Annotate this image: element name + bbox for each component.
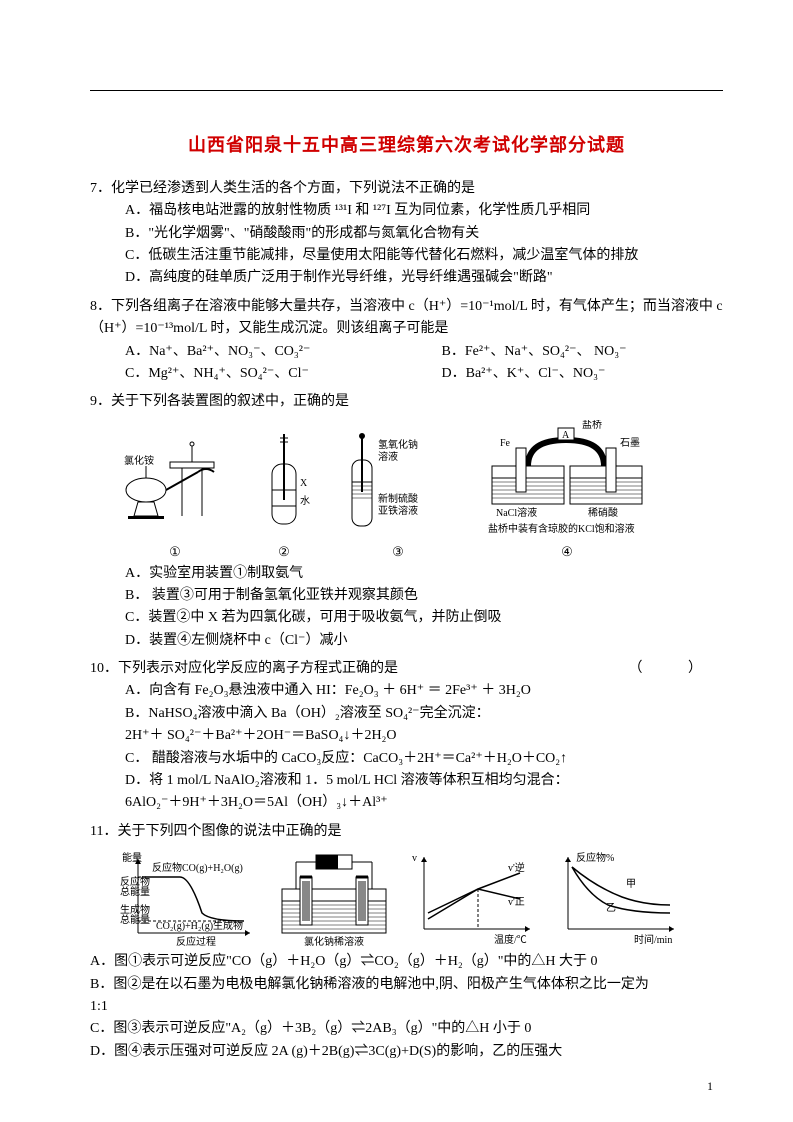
q11-f1-mid2: 总能量	[120, 885, 150, 898]
q7-opt-c: C．低碳生活注重节能减排，尽量使用太阳能等代替化石燃料，减少温室气体的排放	[90, 245, 723, 267]
q11-f4-x: 时间/min	[634, 933, 672, 946]
q9-fig4-caption: 盐桥中装有含琼胶的KCl饱和溶液	[488, 522, 635, 535]
q11-fig-4: 反应物% 甲 乙 时间/min ④	[552, 849, 682, 949]
q9-fig3-top2: 溶液	[378, 450, 398, 463]
q8-opt-b: B．Fe²⁺、Na⁺、SO₄²⁻、 NO₃⁻	[407, 341, 724, 363]
q9-opt-c: C．装置②中 X 若为四氯化碳，可用于吸收氨气，并防止倒吸	[90, 607, 723, 629]
q9-fig4-left: NaCl溶液	[496, 506, 537, 519]
q9-fig-labels: ① ② ③ ④	[120, 542, 723, 563]
q9-fig2-water: 水	[300, 495, 310, 507]
top-rule	[90, 90, 723, 91]
q10-opt-d-eq: 6AlO₂⁻＋9H⁺＋3H₂O＝5Al（OH）₃↓＋Al³⁺	[90, 792, 723, 814]
q8-opt-c: C．Mg²⁺、NH₄⁺、SO₄²⁻、Cl⁻	[90, 363, 407, 385]
q7-opt-d: D．高纯度的硅单质广泛用于制作光导纤维，光导纤维遇强碱会"断路"	[90, 267, 723, 289]
q11-fig-2: 氯化钠稀溶液 ②	[274, 849, 394, 949]
question-11: 11．关于下列四个图像的说法中正确的是 能量 反应物CO(g)+H₂O(g) 反…	[90, 821, 723, 1063]
q10-opt-b-eq: 2H⁺＋ SO₄²⁻＋Ba²⁺＋2OH⁻＝BaSO₄↓＋2H₂O	[90, 725, 723, 747]
q9-fig-3: 氢氧化钠 溶液 新制硫酸 亚铁溶液	[338, 430, 458, 540]
q11-f2-cap: 氯化钠稀溶液	[304, 935, 364, 948]
page-number: 1	[707, 1077, 713, 1096]
q7-stem: 7．化学已经渗透到人类生活的各个方面，下列说法不正确的是	[90, 178, 723, 200]
q9-opt-a: A．实验室用装置①制取氨气	[90, 563, 723, 585]
q9-label-4: ④	[472, 542, 662, 563]
q9-fig-4: A 盐桥 Fe 石墨 NaCl溶液 稀硝酸 盐桥中装有含琼胶的KCl饱和溶液	[472, 420, 662, 540]
q11-f1-bot2: 总能量	[120, 913, 150, 926]
q11-f1-y: 能量	[122, 851, 142, 864]
question-8: 8．下列各组离子在溶液中能够大量共存，当溶液中 c（H⁺）=10⁻¹mol/L …	[90, 296, 723, 386]
q10-stem: 10．下列表示对应化学反应的离子方程式正确的是 （ ）	[90, 658, 723, 680]
q10-stem-text: 10．下列表示对应化学反应的离子方程式正确的是	[90, 661, 398, 676]
q9-fig4-a: A	[562, 430, 570, 441]
q9-fig4-c: 石墨	[620, 437, 640, 449]
q7-opt-a: A．福岛核电站泄露的放射性物质 ¹³¹I 和 ¹²⁷I 互为同位素，化学性质几乎…	[90, 200, 723, 222]
q9-fig2-x: X	[300, 478, 308, 489]
q8-opt-a: A．Na⁺、Ba²⁺、NO₃⁻、CO₃²⁻	[90, 341, 407, 363]
q9-stem: 9．关于下列各装置图的叙述中，正确的是	[90, 391, 723, 413]
q11-f3-a: v'逆	[508, 861, 525, 874]
q11-opt-c: C．图③表示可逆反应"A₂（g）＋3B₂（g）⇌2AB₃（g）"中的△H 小于 …	[90, 1018, 723, 1040]
q10-opt-d: D．将 1 mol/L NaAlO₂溶液和 1．5 mol/L HCl 溶液等体…	[90, 770, 723, 792]
q11-figures: 能量 反应物CO(g)+H₂O(g) 反应物 总能量 生成物 总能量 CO₂(g…	[120, 849, 723, 949]
q8-stem: 8．下列各组离子在溶液中能够大量共存，当溶液中 c（H⁺）=10⁻¹mol/L …	[90, 296, 723, 341]
q11-f1-x: 反应过程	[176, 935, 216, 948]
q11-fig-1: 能量 反应物CO(g)+H₂O(g) 反应物 总能量 生成物 总能量 CO₂(g…	[120, 849, 260, 949]
page-title: 山西省阳泉十五中高三理综第六次考试化学部分试题	[90, 131, 723, 160]
q10-opt-a: A．向含有 Fe₂O₃悬浊液中通入 HI：Fe₂O₃ ＋ 6H⁺ ＝ 2Fe³⁺…	[90, 680, 723, 702]
q9-fig3-top: 氢氧化钠	[378, 438, 418, 451]
q9-label-1: ①	[120, 542, 230, 563]
q11-f4-a: 甲	[626, 879, 636, 890]
q10-blank: （ ）	[629, 658, 724, 680]
q11-opt-b2: 1:1	[90, 996, 723, 1018]
question-9: 9．关于下列各装置图的叙述中，正确的是 氯化铵 X 水	[90, 391, 723, 652]
q9-opt-b: B． 装置③可用于制备氢氧化亚铁并观察其颜色	[90, 585, 723, 607]
q9-label-2: ②	[244, 542, 324, 563]
q11-f4-b: 乙	[606, 902, 616, 914]
question-7: 7．化学已经渗透到人类生活的各个方面，下列说法不正确的是 A．福岛核电站泄露的放…	[90, 178, 723, 290]
q11-fig-3: v v'逆 v'正 温度/℃ ③	[408, 849, 538, 949]
q9-fig3-bot: 新制硫酸	[378, 492, 418, 505]
q11-f3-x: 温度/℃	[494, 933, 527, 946]
q9-fig4-right: 稀硝酸	[588, 506, 618, 519]
q7-opt-b: B．"光化学烟雾"、"硝酸酸雨"的形成都与氮氧化合物有关	[90, 223, 723, 245]
q9-opt-d: D．装置④左侧烧杯中 c（Cl⁻）减小	[90, 630, 723, 652]
q9-fig3-bot2: 亚铁溶液	[378, 504, 418, 517]
q8-opt-d: D．Ba²⁺、K⁺、Cl⁻、NO₃⁻	[407, 363, 724, 385]
question-10: 10．下列表示对应化学反应的离子方程式正确的是 （ ） A．向含有 Fe₂O₃悬…	[90, 658, 723, 815]
q9-fig4-fe: Fe	[500, 438, 511, 449]
q11-opt-a: A．图①表示可逆反应"CO（g）＋H₂O（g）⇌CO₂（g）＋H₂（g）"中的△…	[90, 951, 723, 973]
q10-opt-c: C． 醋酸溶液与水垢中的 CaCO₃反应：CaCO₃＋2H⁺＝Ca²⁺＋H₂O＋…	[90, 748, 723, 770]
q11-opt-b: B．图②是在以石墨为电极电解氯化钠稀溶液的电解池中,阴、阳极产生气体体积之比一定…	[90, 974, 723, 996]
q9-fig-2: X 水	[244, 430, 324, 540]
q11-f3-y: v	[412, 853, 417, 864]
q9-fig1-label: 氯化铵	[124, 454, 154, 467]
q11-f3-b: v'正	[508, 897, 525, 908]
q9-figures: 氯化铵 X 水 氢氧化钠 溶液 新制硫酸 亚铁溶液	[120, 420, 723, 540]
q11-f1-prod: CO₂(g)+H₂(g)生成物	[156, 919, 243, 932]
q11-opt-d: D．图④表示压强对可逆反应 2A (g)＋2B(g)⇌3C(g)+D(S)的影响…	[90, 1041, 723, 1063]
q11-f4-y: 反应物%	[576, 851, 614, 864]
q9-fig4-bridge: 盐桥	[582, 420, 602, 431]
q11-f1-top: 反应物CO(g)+H₂O(g)	[152, 861, 243, 874]
q9-fig-1: 氯化铵	[120, 430, 230, 540]
q10-opt-b: B．NaHSO₄溶液中滴入 Ba（OH）₂溶液至 SO₄²⁻完全沉淀：	[90, 703, 723, 725]
q9-label-3: ③	[338, 542, 458, 563]
q11-stem: 11．关于下列四个图像的说法中正确的是	[90, 821, 723, 843]
